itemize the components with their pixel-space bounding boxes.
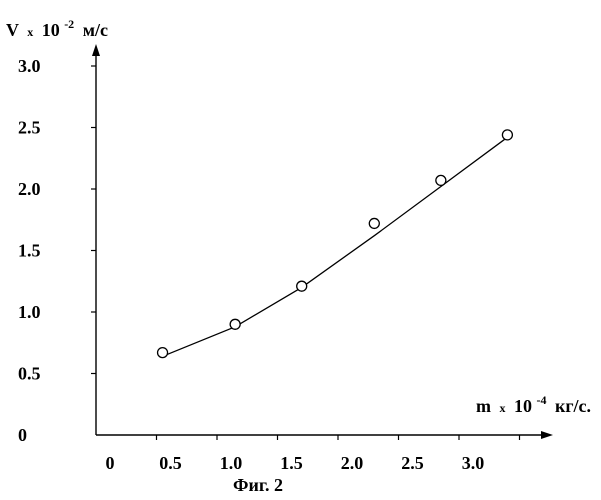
x-tick-label: 1.5 bbox=[280, 453, 303, 473]
data-point bbox=[230, 319, 240, 329]
fit-line bbox=[163, 137, 508, 356]
x-tick-label: 2.0 bbox=[341, 453, 364, 473]
x-tick-label: 0.5 bbox=[159, 453, 182, 473]
y-axis-label: V x 10 -2 м/с bbox=[6, 12, 108, 40]
ticks: 0 0.5 1.0 1.5 2.0 2.5 3.0 0 0.5 1.0 1.5 2.0 2.5 3.0 bbox=[18, 56, 520, 473]
x-axis-arrow bbox=[541, 431, 553, 439]
y-tick-label: 1.5 bbox=[18, 241, 41, 261]
figure-caption: Фиг. 2 bbox=[233, 475, 283, 495]
fit-line-group bbox=[163, 137, 508, 356]
y-tick-label: 2.5 bbox=[18, 118, 41, 138]
y-tick-label: 3.0 bbox=[18, 56, 41, 76]
data-point bbox=[502, 130, 512, 140]
x-tick-label: 3.0 bbox=[462, 453, 485, 473]
y-tick-label: 2.0 bbox=[18, 179, 41, 199]
x-tick-label: 1.0 bbox=[220, 453, 243, 473]
axes bbox=[92, 44, 553, 439]
labels: V x 10 -2 м/с m x 10 -4 кг/с. Фиг. 2 bbox=[6, 12, 591, 495]
data-point bbox=[158, 348, 168, 358]
x-axis-label: m x 10 -4 кг/с. bbox=[476, 388, 591, 416]
data-point bbox=[369, 218, 379, 228]
y-tick-label: 1.0 bbox=[18, 302, 41, 322]
y-axis-arrow bbox=[92, 44, 100, 56]
x-tick-label: 2.5 bbox=[401, 453, 424, 473]
x-tick-label: 0 bbox=[106, 453, 115, 473]
y-tick-label: 0.5 bbox=[18, 364, 41, 384]
data-points bbox=[158, 130, 513, 358]
data-point bbox=[436, 175, 446, 185]
data-point bbox=[297, 281, 307, 291]
y-tick-label: 0 bbox=[18, 425, 27, 445]
